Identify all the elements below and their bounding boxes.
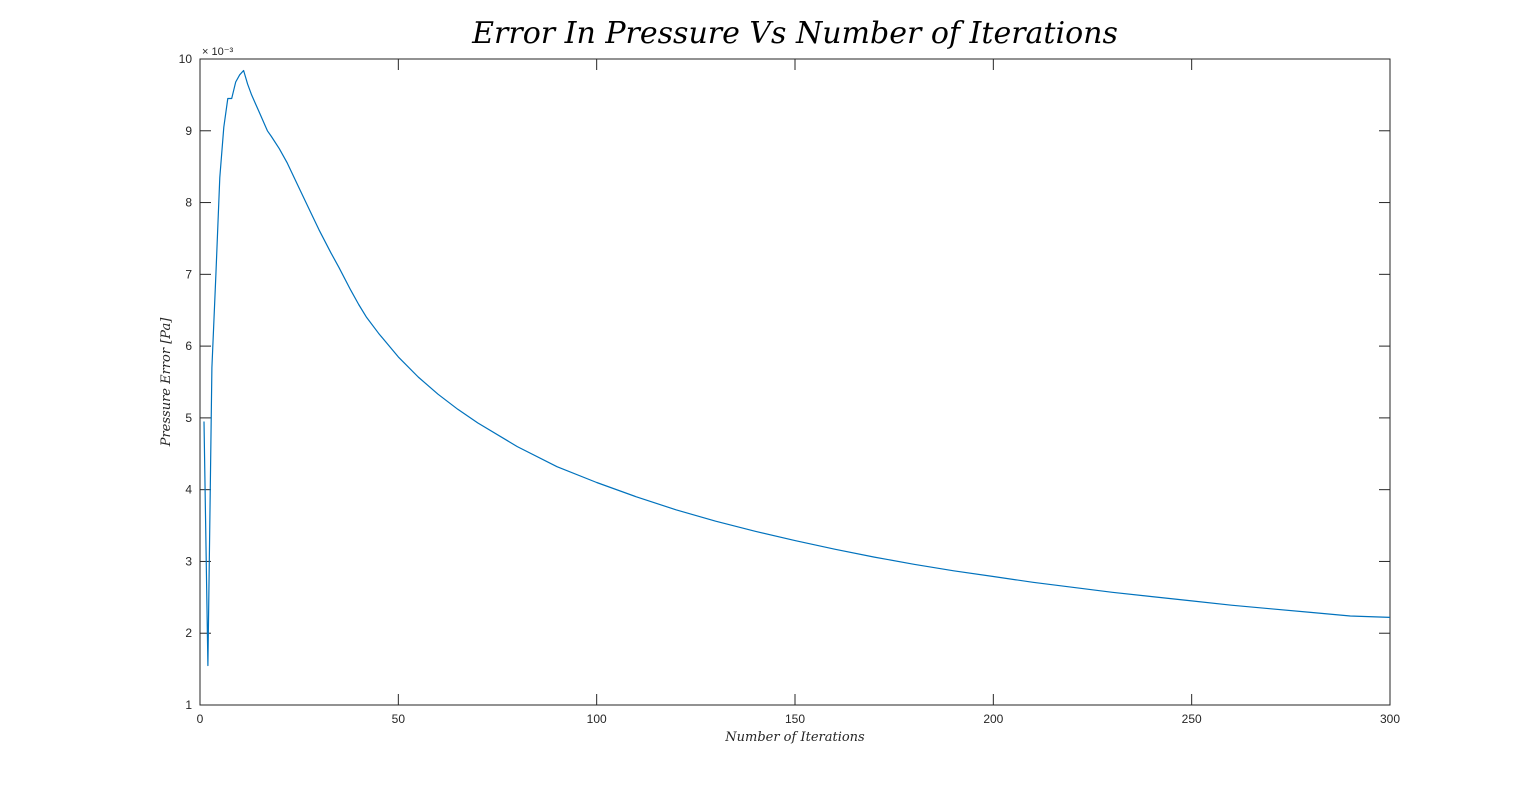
plot-area: [199, 58, 1391, 706]
y-tick-label: 4: [185, 483, 192, 497]
x-tick-label: 50: [392, 712, 406, 726]
series-line-pressure-error: [203, 69, 1391, 667]
y-axis: 1 2 3 4 5 6 7 8 9 10: [179, 52, 1390, 712]
y-tick-label: 6: [185, 339, 192, 353]
y-tick-label: 10: [179, 52, 193, 66]
x-tick-label: 0: [197, 712, 204, 726]
x-tick-label: 150: [785, 712, 805, 726]
x-tick-label: 300: [1380, 712, 1400, 726]
y-axis-exponent: × 10⁻³: [202, 46, 234, 58]
x-axis-label: Number of Iterations: [724, 730, 865, 745]
y-tick-label: 7: [185, 267, 192, 281]
chart-title: Error In Pressure Vs Number of Iteration…: [471, 16, 1118, 51]
y-tick-label: 9: [185, 124, 192, 138]
x-tick-label: 200: [983, 712, 1003, 726]
y-axis-label: Pressure Error [Pa]: [159, 317, 174, 447]
x-tick-label: 250: [1182, 712, 1202, 726]
x-axis: 0 50 100 150 200 250 300: [197, 59, 1400, 726]
y-tick-label: 8: [185, 196, 192, 210]
y-tick-label: 1: [185, 698, 192, 712]
y-tick-label: 5: [185, 411, 192, 425]
y-tick-label: 2: [185, 626, 192, 640]
x-tick-label: 100: [587, 712, 607, 726]
y-tick-label: 3: [185, 554, 192, 568]
